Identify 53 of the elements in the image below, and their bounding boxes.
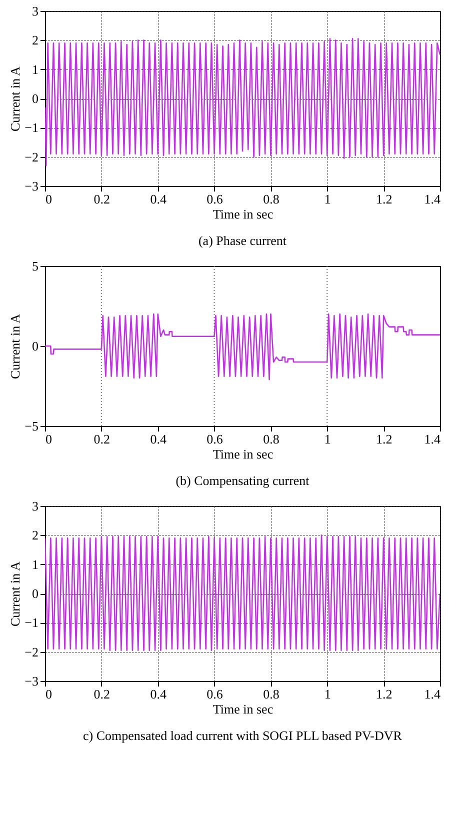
y-tick-label: −3 xyxy=(24,178,38,194)
line-series xyxy=(45,38,440,166)
x-tick-label: 1 xyxy=(324,432,331,446)
x-tick-label: 0.4 xyxy=(150,432,167,446)
x-tick-label: 0 xyxy=(46,192,52,206)
text: c) Compensated load current with SOGI PLL based PV-DVR xyxy=(83,728,402,743)
x-tick-label: 0.8 xyxy=(263,686,280,702)
line-series xyxy=(45,313,440,380)
y-tick-label: 3 xyxy=(32,4,38,18)
x-tick-label: 1.2 xyxy=(376,686,392,702)
y-axis-title: Current in A xyxy=(8,560,23,626)
x-tick-label: 0 xyxy=(46,686,52,702)
x-tick-label: 0.8 xyxy=(263,432,280,446)
x-tick-label: 1.4 xyxy=(424,686,441,702)
y-tick-label: −3 xyxy=(24,674,38,688)
y-axis-title: Current in A xyxy=(8,66,23,132)
x-tick-label: 1.4 xyxy=(424,432,441,446)
y-tick-label: 1 xyxy=(32,62,38,77)
y-axis-title: Current in A xyxy=(8,313,23,379)
text: (a) Phase current xyxy=(198,233,287,248)
x-tick-label: 0.2 xyxy=(94,192,110,206)
x-tick-label: 0.8 xyxy=(263,192,280,206)
x-tick-label: 0.4 xyxy=(150,686,167,702)
y-tick-label: 3 xyxy=(32,498,38,514)
x-tick-label: 1.4 xyxy=(424,192,441,206)
x-axis-title: Time in sec xyxy=(212,702,274,716)
y-tick-label: 0 xyxy=(32,91,38,106)
x-axis-title: Time in sec xyxy=(212,446,274,462)
x-tick-label: 0.6 xyxy=(206,686,224,702)
x-tick-label: 1.2 xyxy=(376,432,392,446)
y-tick-label: 2 xyxy=(32,528,38,543)
y-tick-label: 1 xyxy=(32,556,38,572)
x-tick-label: 0.4 xyxy=(150,192,167,206)
x-tick-label: 1.2 xyxy=(376,192,392,206)
x-tick-label: 0 xyxy=(46,432,52,446)
y-tick-label: 0 xyxy=(32,338,38,354)
y-tick-label: 0 xyxy=(32,586,38,601)
y-tick-label: −1 xyxy=(24,120,38,136)
x-tick-label: 1 xyxy=(324,686,331,702)
y-tick-label: −5 xyxy=(24,418,38,434)
text: (b) Compensating current xyxy=(176,473,310,488)
y-tick-label: 5 xyxy=(32,258,38,274)
x-tick-label: 0.2 xyxy=(94,432,110,446)
y-tick-label: −2 xyxy=(24,149,38,164)
y-tick-label: 2 xyxy=(32,32,38,48)
y-tick-label: −2 xyxy=(24,644,38,660)
x-tick-label: 1 xyxy=(324,192,331,206)
line-series xyxy=(45,534,440,652)
x-tick-label: 0.6 xyxy=(206,432,224,446)
y-tick-label: −1 xyxy=(24,615,38,630)
x-tick-label: 0.2 xyxy=(94,686,110,702)
x-axis-title: Time in sec xyxy=(212,206,274,222)
x-tick-label: 0.6 xyxy=(206,192,224,206)
